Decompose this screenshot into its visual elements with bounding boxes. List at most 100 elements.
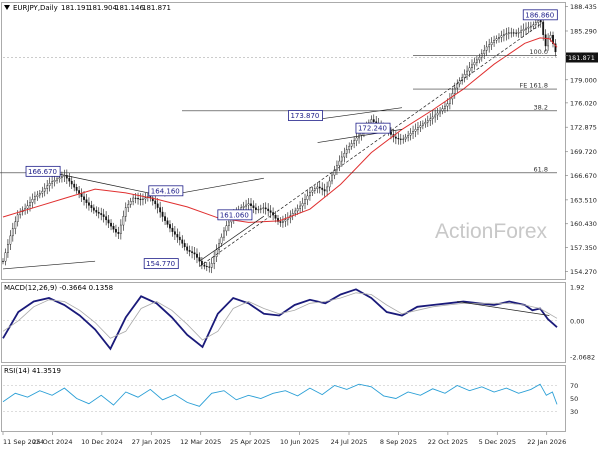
candle-body [436,112,439,116]
candle-body [355,137,358,141]
candle-body [345,149,348,154]
current-price-tag: 181.871 [566,52,598,63]
candle-body [227,221,230,226]
candle-body [466,70,468,75]
candle-body [102,214,105,217]
candle-body [210,263,213,268]
candle-body [495,38,498,41]
candle-body [196,253,198,258]
candle-body [31,199,34,203]
candle-body [431,116,434,119]
price-annotation: 172.240 [355,122,391,134]
candle-body [53,180,56,182]
price-axis-tick: 169.720 [570,148,597,156]
candle-body [2,260,4,262]
candle-body [414,129,417,132]
candle-body [426,120,429,123]
svg-text:181.871: 181.871 [568,54,595,62]
candle-body [156,203,159,208]
candle-body [186,246,189,251]
price-annotation: 166.670 [25,165,61,177]
candle-body [429,118,432,121]
candle-body [215,249,218,257]
candle-body [36,194,39,197]
candle-body [75,187,78,191]
candle-body [252,205,255,208]
candle-body [309,191,311,197]
candle-body [326,186,329,192]
candle-body [404,136,407,140]
price-axis-tick: 176.020 [570,99,597,107]
candle-body [56,178,58,181]
candle-body [353,140,356,144]
candle-body [142,198,144,200]
rsi-axis-tick: 30 [570,408,578,416]
candle-body [112,226,115,230]
candle-body [269,210,272,213]
candle-body [46,185,49,189]
candle-body [200,260,203,266]
candle-body [90,205,93,209]
candle-body [446,103,449,107]
candle-body [83,196,85,200]
rsi-axis-tick: 70 [570,382,578,390]
trendline [2,260,96,270]
rsi-panel-border [1,365,566,432]
candle-body [183,243,186,248]
candle-body [323,189,326,192]
candle-body [507,32,510,34]
candle-body [205,266,208,268]
header-triangle-icon [4,5,10,10]
candle-body [417,127,419,130]
candle-body [117,232,120,234]
candle-body [503,34,505,36]
candle-body [213,256,216,264]
date-axis-tick: 8 Sep 2025 [380,438,417,446]
candle-body [331,174,333,182]
candle-body [311,190,314,193]
candle-body [127,204,130,208]
candle-body [488,44,491,48]
axes: 181.871 188.435 185.290 182.145 179.000 176.0… [2,3,598,446]
candle-body [534,22,537,25]
macd-header: MACD(12,26,9) -0.3664 0.1358 [4,284,113,292]
rsi-line [2,383,558,407]
price-header-open: 181.191 [61,4,90,12]
price-axis-tick: 172.875 [570,124,597,132]
macd-line [2,288,558,351]
candle-body [178,236,181,241]
candle-body [424,121,427,125]
candle-body [41,190,44,194]
candle-body [9,235,12,245]
date-axis-tick: 10 Jun 2025 [280,438,319,446]
candle-body [434,114,437,118]
candle-body [110,222,112,227]
candle-body [257,209,260,211]
candle-body [38,193,41,196]
candle-body [463,74,466,78]
candle-body [193,252,196,255]
candle-body [343,153,346,158]
price-axis-tick: 157.350 [570,244,597,252]
candle-body [78,190,81,194]
macd-axis-tick: -2.0682 [570,353,595,361]
candle-body [161,211,164,217]
candle-body [220,236,223,244]
price-axis-tick: 185.290 [570,27,597,35]
candle-body [264,207,267,210]
svg-text:161.060: 161.060 [220,211,249,219]
candle-body [421,123,424,126]
candle-body [129,201,132,205]
price-axis-tick: 166.670 [570,172,597,180]
price-axis-tick: 188.435 [570,3,597,11]
sma-line [2,37,558,223]
candle-body [468,67,471,72]
fib-level-label: 61.8 [534,165,548,173]
channel-dashed-line [199,22,544,267]
date-axis-tick: 25 Apr 2025 [230,438,270,446]
candle-body [328,180,331,188]
price-axis-tick: 182.145 [570,52,597,60]
date-axis-tick: 24 Jul 2025 [331,438,368,446]
macd-panel-border [1,282,566,363]
